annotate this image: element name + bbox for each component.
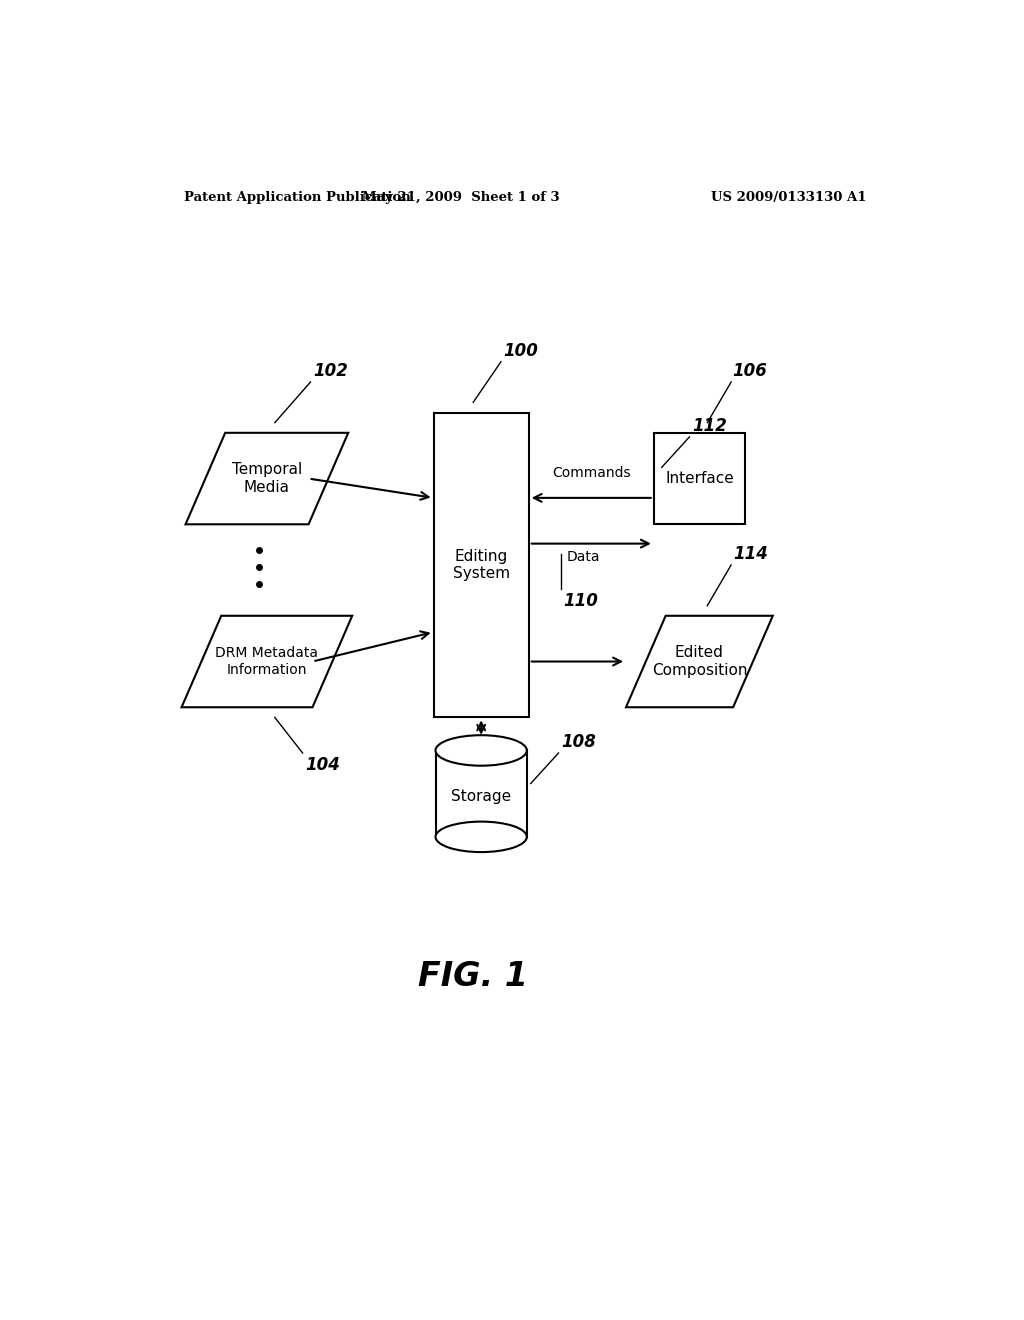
- Text: Temporal
Media: Temporal Media: [231, 462, 302, 495]
- Text: 110: 110: [563, 593, 598, 610]
- Text: Commands: Commands: [552, 466, 631, 479]
- Text: 108: 108: [561, 733, 596, 751]
- Text: 104: 104: [305, 756, 340, 774]
- Bar: [653, 433, 745, 524]
- Text: 100: 100: [504, 342, 539, 359]
- Text: Storage: Storage: [452, 789, 511, 804]
- Ellipse shape: [435, 735, 526, 766]
- Text: 102: 102: [313, 362, 348, 380]
- Text: 112: 112: [692, 417, 727, 434]
- Text: May 21, 2009  Sheet 1 of 3: May 21, 2009 Sheet 1 of 3: [362, 190, 560, 203]
- Text: Interface: Interface: [665, 471, 734, 486]
- Text: 114: 114: [733, 545, 768, 562]
- Bar: [435, 751, 526, 837]
- Ellipse shape: [435, 821, 526, 853]
- Bar: [433, 412, 528, 718]
- Text: Editing
System: Editing System: [453, 549, 510, 581]
- Text: US 2009/0133130 A1: US 2009/0133130 A1: [711, 190, 866, 203]
- Text: Edited
Composition: Edited Composition: [651, 645, 748, 677]
- Text: 106: 106: [733, 362, 768, 380]
- Text: DRM Metadata
Information: DRM Metadata Information: [215, 647, 318, 677]
- Text: Data: Data: [566, 549, 600, 564]
- Text: Patent Application Publication: Patent Application Publication: [183, 190, 411, 203]
- Text: FIG. 1: FIG. 1: [418, 960, 528, 993]
